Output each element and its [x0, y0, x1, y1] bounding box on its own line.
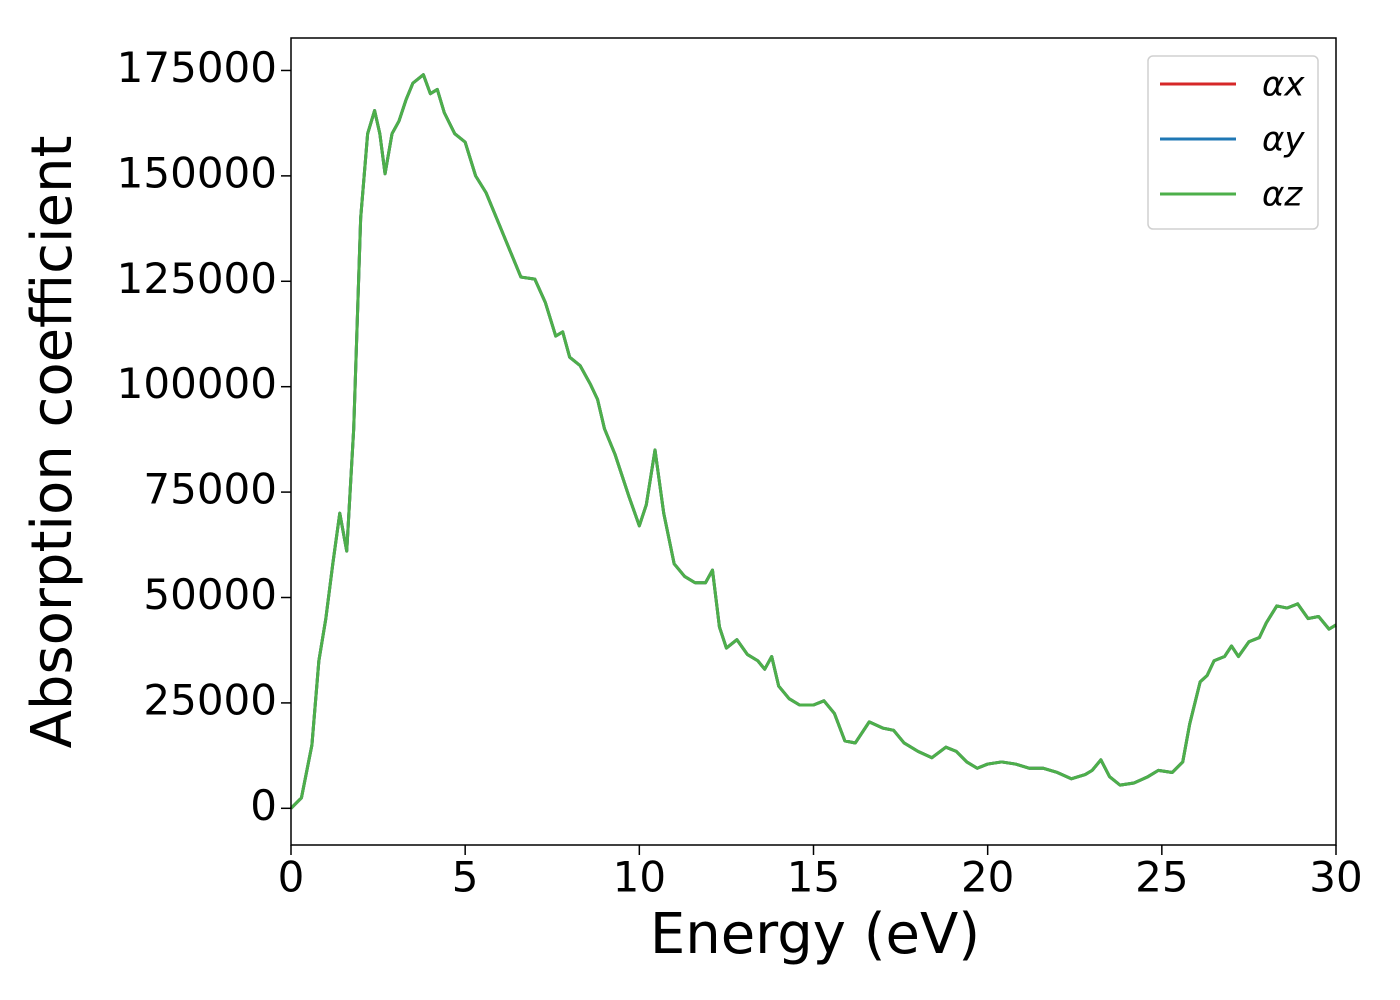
x-tick-label: 20	[961, 853, 1014, 902]
legend-label: αx	[1262, 65, 1305, 105]
x-tick-label: 30	[1309, 853, 1362, 902]
x-tick-label: 10	[613, 853, 666, 902]
line-series	[289, 73, 1337, 810]
y-axis-label: Absorption coefficient	[20, 136, 85, 749]
y-tick-label: 125000	[117, 254, 277, 303]
y-tick-label: 25000	[143, 675, 277, 724]
plot-frame	[290, 37, 1337, 846]
y-tick-label: 175000	[117, 43, 277, 92]
x-tick-label: 15	[787, 853, 840, 902]
legend-label: αy	[1262, 120, 1305, 160]
y-tick-label: 50000	[143, 570, 277, 619]
y-tick-label: 100000	[117, 359, 277, 408]
x-axis-label: Energy (eV)	[650, 902, 980, 967]
x-tick-label: 0	[278, 853, 305, 902]
y-tick-label: 0	[250, 781, 277, 830]
y-tick-label: 150000	[117, 148, 277, 197]
legend-box	[1147, 55, 1319, 230]
legend-label: αz	[1262, 175, 1303, 215]
x-tick-label: 25	[1135, 853, 1188, 902]
x-tick-label: 5	[452, 853, 479, 902]
y-tick-label: 75000	[143, 465, 277, 514]
